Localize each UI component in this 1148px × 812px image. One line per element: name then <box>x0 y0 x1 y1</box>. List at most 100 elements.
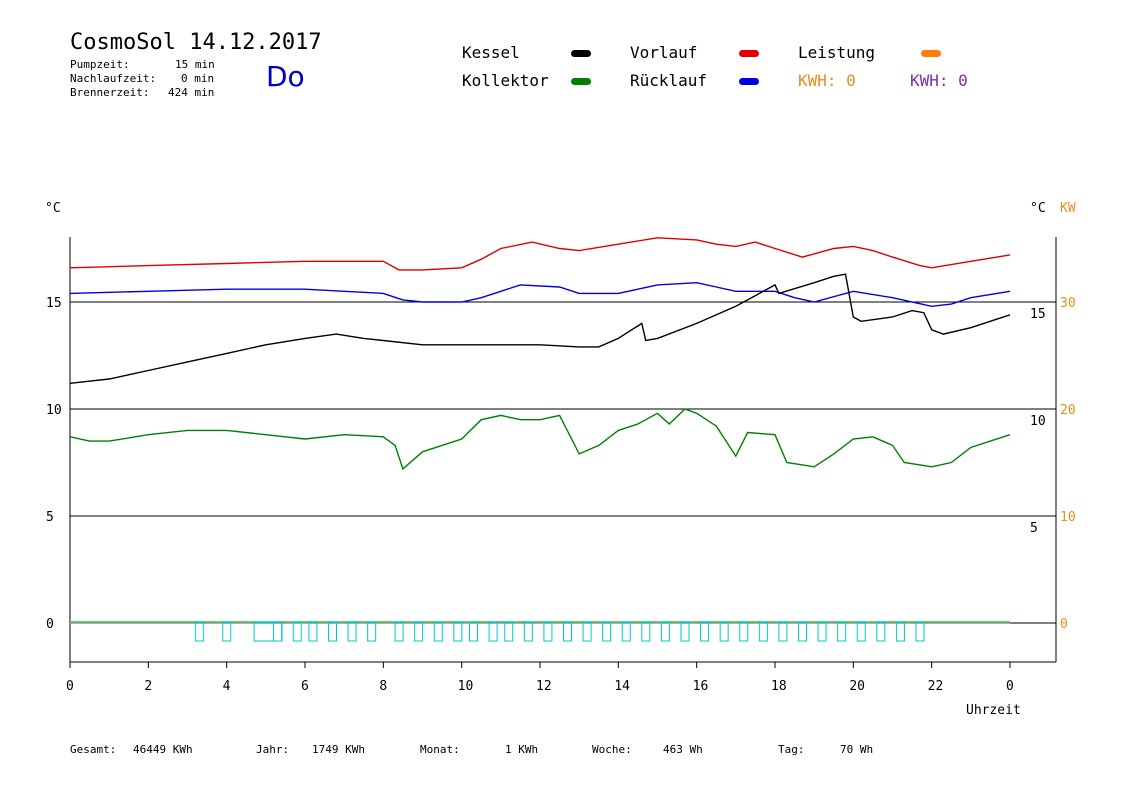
legend-swatch-ruecklauf <box>739 78 759 85</box>
x-tick-label: 18 <box>771 679 787 694</box>
x-tick-label: 0 <box>66 679 74 694</box>
chart-series <box>69 237 1011 624</box>
pump-pulse <box>367 622 377 642</box>
pump-pulse <box>414 622 424 642</box>
pump-pulse <box>660 622 670 642</box>
pump-pulse <box>563 622 572 642</box>
pump-pulse <box>488 622 498 642</box>
legend-swatch-kollektor <box>571 78 591 85</box>
legend-swatch-kessel <box>571 50 591 57</box>
pump-pulse <box>523 622 533 642</box>
x-tick-label: 12 <box>536 679 552 694</box>
kwh-purple-label: KWH: 0 <box>910 71 968 90</box>
y-axis-right-unit: °C <box>1030 201 1046 216</box>
footer-woche-label: Woche: <box>592 743 632 756</box>
pump-pulse <box>453 622 463 642</box>
chart-labels: °C °C KW Uhrzeit 15 10 5 0 15 10 5 30 20 10 0 0 2 4 6 8… <box>45 201 1076 718</box>
pump-pulse <box>719 622 729 642</box>
chart-axes <box>69 237 1057 668</box>
pump-pulse <box>915 622 925 642</box>
y-axis-left-unit: °C <box>45 201 61 216</box>
y-tick-left: 0 <box>46 617 54 632</box>
pump-pulse <box>641 622 651 642</box>
y-tick-right2: 30 <box>1060 296 1076 311</box>
series-line-vorlauf <box>69 237 1011 271</box>
pump-pulse <box>543 622 553 642</box>
pump-pulse <box>817 622 827 642</box>
pump-pulse <box>876 622 886 642</box>
pump-pulse <box>582 622 592 642</box>
pump-pulse <box>433 622 443 642</box>
pump-pulse <box>469 622 478 642</box>
x-tick-label: 2 <box>144 679 152 694</box>
x-tick-label: 0 <box>1006 679 1014 694</box>
pump-pulse <box>680 622 690 642</box>
x-tick-label: 6 <box>301 679 309 694</box>
stat-pumpzeit-value: 15 min <box>175 58 215 71</box>
pump-pulse <box>837 622 847 642</box>
pump-pulse <box>778 622 788 642</box>
x-tick-label: 14 <box>614 679 630 694</box>
pump-pulse <box>798 622 807 642</box>
pump-pulse <box>856 622 866 642</box>
footer-tag-value: 70 Wh <box>840 743 874 756</box>
y-tick-right2: 0 <box>1060 617 1068 632</box>
x-tick-label: 22 <box>928 679 944 694</box>
pump-pulse <box>222 622 232 642</box>
pump-pulse <box>739 622 749 642</box>
y-tick-left: 10 <box>46 403 62 418</box>
x-tick-label: 10 <box>458 679 474 694</box>
x-tick-label: 16 <box>693 679 709 694</box>
legend-label-ruecklauf: Rücklauf <box>630 71 708 90</box>
pump-pulse <box>621 622 631 642</box>
pump-pulse <box>308 622 318 642</box>
legend-label-leistung: Leistung <box>798 43 876 62</box>
y-tick-right: 10 <box>1030 414 1046 429</box>
y-tick-left: 5 <box>46 510 54 525</box>
x-tick-label: 8 <box>379 679 387 694</box>
pump-pulse <box>253 622 283 642</box>
stat-pumpzeit-label: Pumpzeit: <box>70 58 130 71</box>
y-axis-right2-unit: KW <box>1060 201 1076 216</box>
series-line-ruecklauf <box>69 281 1011 308</box>
pump-pulse <box>273 622 283 642</box>
x-tick-label: 20 <box>849 679 865 694</box>
pump-pulse <box>292 622 302 642</box>
legend-label-kessel: Kessel <box>462 43 520 62</box>
pump-pulse <box>328 622 337 642</box>
footer-jahr-label: Jahr: <box>256 743 290 756</box>
pump-pulse <box>895 622 905 642</box>
legend-label-vorlauf: Vorlauf <box>630 43 698 62</box>
kwh-orange-label: KWH: 0 <box>798 71 856 90</box>
y-tick-right2: 10 <box>1060 510 1076 525</box>
footer-monat-label: Monat: <box>420 743 460 756</box>
series-line-kessel <box>69 273 1011 384</box>
footer-gesamt-value: 46449 KWh <box>133 743 193 756</box>
y-tick-right2: 20 <box>1060 403 1076 418</box>
series-line-kollektor <box>69 408 1011 471</box>
pump-pulse <box>394 622 404 642</box>
stat-nachlaufzeit-label: Nachlaufzeit: <box>70 72 157 85</box>
x-tick-label: 4 <box>223 679 231 694</box>
x-axis-title: Uhrzeit <box>966 703 1021 718</box>
pump-pulse <box>758 622 768 642</box>
pump-pulse <box>504 622 514 642</box>
stat-nachlaufzeit-value: 0 min <box>181 72 215 85</box>
weekday-label: Do <box>266 60 305 93</box>
legend-swatch-leistung <box>921 50 941 57</box>
pump-pulse <box>700 622 710 642</box>
legend-swatch-vorlauf <box>739 50 759 57</box>
stat-brennerzeit-label: Brennerzeit: <box>70 86 150 99</box>
y-tick-right: 5 <box>1030 521 1038 536</box>
footer-woche-value: 463 Wh <box>663 743 703 756</box>
y-tick-left: 15 <box>46 296 62 311</box>
stat-brennerzeit-value: 424 min <box>168 86 215 99</box>
pump-pulses <box>70 621 1010 642</box>
page-title: CosmoSol 14.12.2017 <box>70 30 322 55</box>
legend-label-kollektor: Kollektor <box>462 71 549 90</box>
footer-gesamt-label: Gesamt: <box>70 743 117 756</box>
footer-monat-value: 1 KWh <box>505 743 539 756</box>
footer-tag-label: Tag: <box>778 743 805 756</box>
y-tick-right: 15 <box>1030 307 1046 322</box>
